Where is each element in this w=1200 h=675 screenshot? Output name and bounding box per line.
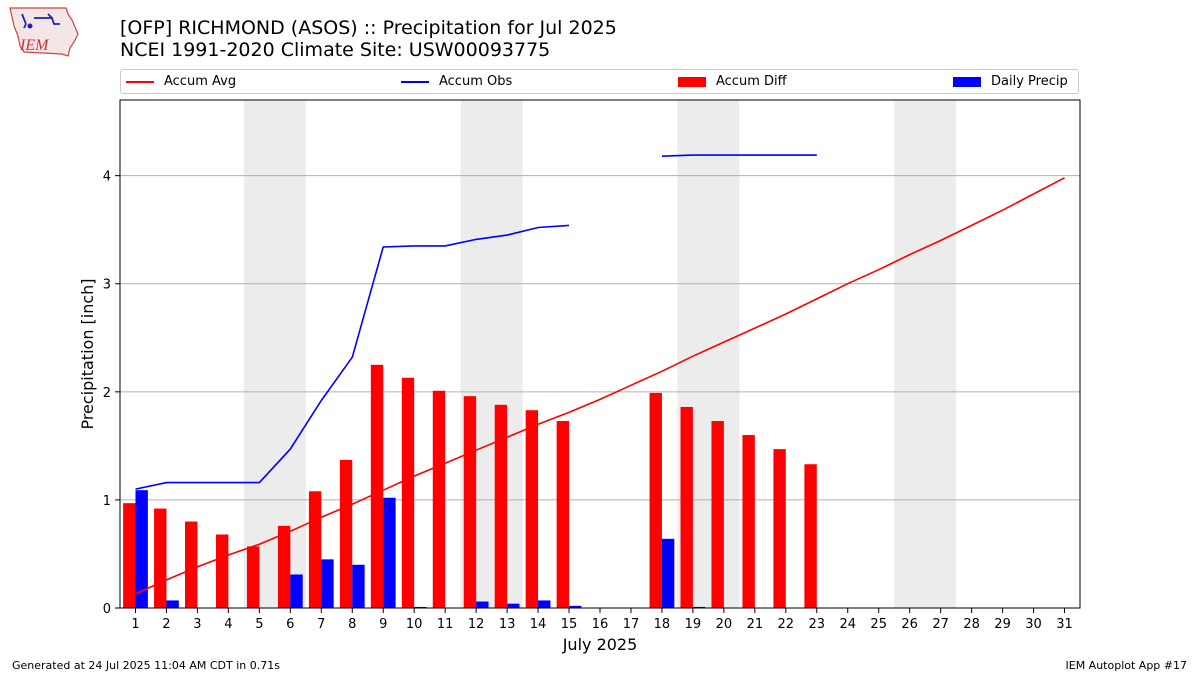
x-tick-label: 24 xyxy=(839,617,856,632)
bar-daily-precip xyxy=(538,600,551,608)
x-tick-label: 16 xyxy=(592,617,609,632)
legend-swatch-accum-diff xyxy=(678,77,706,87)
bar-accum-diff xyxy=(680,406,693,608)
bar-daily-precip xyxy=(166,600,179,608)
bar-daily-precip xyxy=(135,490,148,608)
y-axis-label: Precipitation [inch] xyxy=(78,278,97,429)
y-tick-label: 1 xyxy=(103,494,111,509)
bar-accum-diff xyxy=(804,464,817,608)
bar-accum-diff xyxy=(556,421,570,608)
bar-accum-diff xyxy=(123,503,136,608)
x-tick-label: 29 xyxy=(994,617,1011,632)
legend-swatch-accum-obs xyxy=(401,81,429,83)
x-tick-label: 27 xyxy=(932,617,949,632)
y-tick-label: 0 xyxy=(103,602,111,617)
bar-accum-diff xyxy=(370,364,384,608)
bar-accum-diff xyxy=(711,421,724,608)
x-axis-label: July 2025 xyxy=(562,635,638,654)
x-tick-label: 14 xyxy=(530,617,547,632)
x-tick-label: 17 xyxy=(623,617,640,632)
legend-label-accum-diff: Accum Diff xyxy=(716,74,787,89)
weekend-band xyxy=(243,100,306,608)
bar-accum-diff xyxy=(525,410,539,608)
bar-accum-diff xyxy=(308,491,322,608)
x-tick-label: 28 xyxy=(963,617,980,632)
bar-daily-precip xyxy=(692,606,706,608)
footer-generated: Generated at 24 Jul 2025 11:04 AM CDT in… xyxy=(12,659,280,672)
logo-text: IEM xyxy=(19,37,50,54)
x-tick-label: 15 xyxy=(561,617,578,632)
bar-accum-diff xyxy=(494,404,508,608)
bar-daily-precip xyxy=(352,564,365,608)
bar-accum-diff xyxy=(154,508,167,608)
x-tick-label: 3 xyxy=(193,617,201,632)
legend-swatch-daily-precip xyxy=(953,77,981,87)
x-tick-label: 22 xyxy=(778,617,795,632)
x-tick-label: 21 xyxy=(747,617,764,632)
iem-logo: IEM xyxy=(8,6,80,62)
x-tick-label: 9 xyxy=(379,617,387,632)
bar-accum-diff xyxy=(773,449,786,608)
x-tick-label: 4 xyxy=(224,617,232,632)
x-tick-label: 19 xyxy=(685,617,702,632)
legend-swatch-accum-avg xyxy=(126,81,154,83)
line-accum-avg xyxy=(135,177,1065,595)
bar-accum-diff xyxy=(649,392,662,608)
x-tick-label: 1 xyxy=(131,617,139,632)
bar-accum-diff xyxy=(742,435,755,608)
x-tick-label: 10 xyxy=(406,617,423,632)
x-tick-label: 31 xyxy=(1056,617,1073,632)
line-accum-obs xyxy=(135,224,570,490)
weekend-band xyxy=(894,100,957,608)
bar-daily-precip xyxy=(569,605,582,608)
x-tick-label: 12 xyxy=(468,617,485,632)
bar-accum-diff xyxy=(339,459,353,608)
legend-label-accum-obs: Accum Obs xyxy=(439,74,513,89)
y-tick-label: 2 xyxy=(103,386,111,401)
y-tick-label: 4 xyxy=(103,170,111,185)
bar-daily-precip xyxy=(507,603,520,608)
bar-accum-diff xyxy=(463,396,477,608)
line-accum-obs xyxy=(661,154,817,157)
chart-subtitle: NCEI 1991-2020 Climate Site: USW00093775 xyxy=(120,39,551,61)
bar-daily-precip xyxy=(290,574,303,608)
x-tick-label: 23 xyxy=(809,617,826,632)
x-tick-label: 6 xyxy=(286,617,294,632)
legend-label-accum-avg: Accum Avg xyxy=(164,74,237,89)
bar-daily-precip xyxy=(476,601,489,608)
x-tick-label: 13 xyxy=(499,617,516,632)
x-tick-label: 25 xyxy=(870,617,887,632)
x-tick-label: 20 xyxy=(716,617,733,632)
x-tick-label: 8 xyxy=(348,617,356,632)
bar-daily-precip xyxy=(414,606,427,608)
bar-accum-diff xyxy=(277,525,291,608)
x-tick-label: 18 xyxy=(654,617,671,632)
x-tick-label: 30 xyxy=(1025,617,1042,632)
x-tick-label: 5 xyxy=(255,617,263,632)
x-tick-label: 7 xyxy=(317,617,325,632)
x-tick-label: 11 xyxy=(437,617,454,632)
legend-label-daily-precip: Daily Precip xyxy=(991,74,1068,89)
legend: Accum Avg Accum Obs Accum Diff Daily Pre… xyxy=(120,69,1079,94)
bar-daily-precip xyxy=(321,559,334,608)
x-tick-label: 2 xyxy=(162,617,170,632)
bar-accum-diff xyxy=(401,377,415,608)
bar-daily-precip xyxy=(661,538,675,608)
footer-app: IEM Autoplot App #17 xyxy=(1065,659,1188,672)
bar-accum-diff xyxy=(216,534,229,608)
chart-title: [OFP] RICHMOND (ASOS) :: Precipitation f… xyxy=(120,17,617,39)
bar-accum-diff xyxy=(246,546,260,608)
bar-accum-diff xyxy=(185,521,198,608)
x-tick-label: 26 xyxy=(901,617,918,632)
bar-daily-precip xyxy=(383,497,396,608)
bar-accum-diff xyxy=(432,390,446,608)
y-tick-label: 3 xyxy=(103,278,111,293)
